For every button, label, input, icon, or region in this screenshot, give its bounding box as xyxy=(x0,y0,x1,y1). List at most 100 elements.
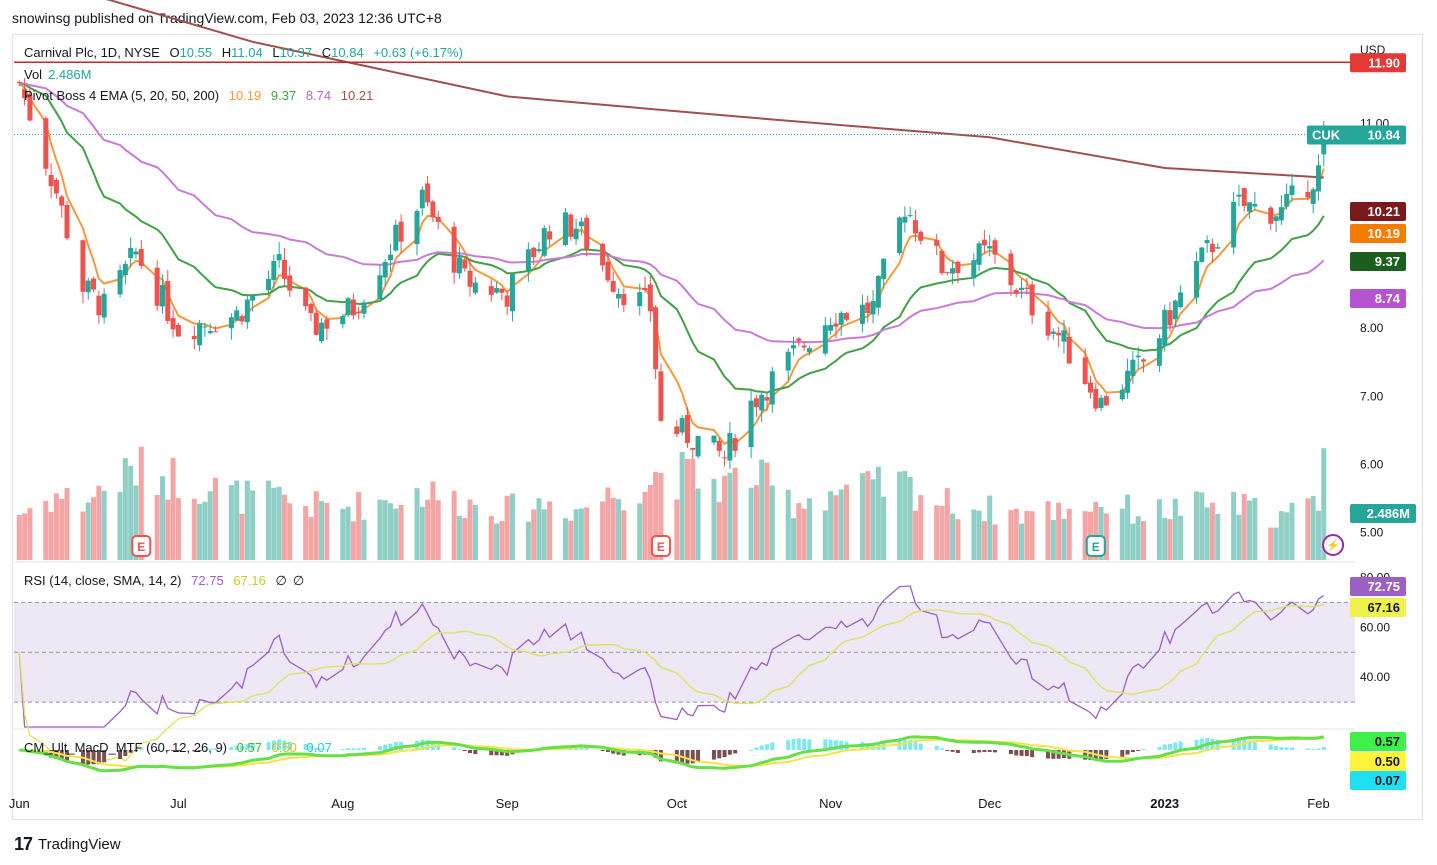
volume-bar-87 xyxy=(658,472,664,560)
macd-hist-49 xyxy=(383,744,388,750)
volume-bar-147 xyxy=(1103,513,1109,560)
macd-hist-94 xyxy=(717,750,722,759)
macd-hist-138 xyxy=(1046,750,1051,759)
macd-hist-106 xyxy=(802,738,807,750)
macd-hist-61 xyxy=(468,750,473,754)
macd2-badge xyxy=(1350,752,1406,771)
candle-body-168 xyxy=(1268,207,1274,224)
candle-body-106 xyxy=(801,345,807,348)
ema50-line xyxy=(19,82,1325,344)
candle-body-38 xyxy=(303,287,309,307)
candle-body-94 xyxy=(716,440,722,451)
volume-bar-11 xyxy=(96,485,102,560)
earnings-marker-0 xyxy=(131,535,152,557)
volume-bar-128 xyxy=(971,509,977,560)
legend-macd-2: 0.50 xyxy=(271,740,297,755)
candle-body-125 xyxy=(944,271,950,273)
macd-hist-163 xyxy=(1231,738,1236,750)
macd-hist-12 xyxy=(102,750,107,763)
resistance-badge-text: 11.90 xyxy=(1368,55,1400,70)
volume-bar-47 xyxy=(361,519,367,560)
legend-symbol-name: Carnival Plc, 1D, NYSE xyxy=(24,45,160,60)
volume-bar-102 xyxy=(769,485,775,560)
volume-bar-100 xyxy=(759,459,765,560)
candle-body-118 xyxy=(897,217,903,254)
macd-hist-55 xyxy=(425,740,430,750)
candle-body-36 xyxy=(281,259,287,279)
candle-body-91 xyxy=(690,447,696,450)
candle-body-60 xyxy=(462,259,468,269)
candle-body-65 xyxy=(499,288,505,293)
volume-bar-91 xyxy=(690,459,696,560)
volume-bar-153 xyxy=(1156,499,1162,560)
volume-bar-171 xyxy=(1284,512,1290,560)
volume-bar-164 xyxy=(1236,514,1242,560)
candle-body-22 xyxy=(175,324,181,337)
volume-bar-85 xyxy=(647,485,653,560)
macd-hist-45 xyxy=(351,748,356,750)
candle-body-52 xyxy=(398,221,404,242)
volume-bar-103 xyxy=(785,489,791,560)
candle-body-34 xyxy=(271,260,277,280)
candle-body-24 xyxy=(197,323,203,346)
macd1-badge-text: 0.57 xyxy=(1375,734,1400,749)
volume-bar-108 xyxy=(822,510,828,560)
macd-hist-169 xyxy=(1274,746,1279,750)
tradingview-footer[interactable]: 17 TradingView xyxy=(14,834,121,855)
volume-bar-124 xyxy=(939,506,945,560)
volume-bar-89 xyxy=(679,452,685,560)
candle-body-171 xyxy=(1284,193,1290,207)
candle-body-88 xyxy=(674,426,680,435)
macd-hist-63 xyxy=(489,750,494,756)
candle-body-15 xyxy=(128,247,134,259)
volume-bar-134 xyxy=(1013,508,1019,560)
candle-body-9 xyxy=(85,280,91,293)
volume-bar-36 xyxy=(281,494,287,560)
macd-hist-175 xyxy=(1316,748,1321,750)
volume-bar-42 xyxy=(324,502,330,560)
macd-hist-35 xyxy=(277,739,282,750)
macd-hist-24 xyxy=(197,750,202,751)
volume-bar-167 xyxy=(1252,497,1258,560)
volume-bar-165 xyxy=(1241,493,1247,560)
macd-hist-99 xyxy=(754,747,759,750)
macd-hist-22 xyxy=(176,750,181,752)
candle-body-39 xyxy=(308,304,314,314)
volume-bar-56 xyxy=(430,481,436,560)
volume-bar-132 xyxy=(992,524,998,560)
macd-hist-103 xyxy=(786,740,791,750)
macd-hist-132 xyxy=(993,750,998,753)
candle-body-84 xyxy=(642,288,648,291)
chart-frame xyxy=(12,34,1423,820)
candle-body-25 xyxy=(202,326,208,328)
volume-bar-31 xyxy=(244,480,250,560)
candle-body-30 xyxy=(239,316,245,322)
candle-body-23 xyxy=(191,335,197,340)
macd-hist-108 xyxy=(823,739,828,750)
candle-body-112 xyxy=(844,313,850,320)
rsi-sma-line xyxy=(18,603,1324,764)
macd-hist-152 xyxy=(1141,748,1146,750)
volume-bar-106 xyxy=(801,508,807,560)
candle-body-98 xyxy=(748,400,754,448)
volume-bar-150 xyxy=(1130,523,1136,560)
macd-hist-131 xyxy=(987,750,992,752)
candle-body-56 xyxy=(430,201,436,218)
volume-bar-113 xyxy=(859,473,865,560)
candle-body-170 xyxy=(1278,207,1284,221)
event-marker-label: ⚡ xyxy=(1326,539,1340,552)
macd-hist-122 xyxy=(918,743,923,750)
candle-body-76 xyxy=(578,221,584,227)
candle-body-43 xyxy=(340,316,346,325)
candle-body-11 xyxy=(96,295,102,316)
volume-bar-105 xyxy=(796,503,802,560)
rsi-tick-2: 40.00 xyxy=(1360,670,1390,684)
candle-body-146 xyxy=(1098,397,1104,408)
candle-body-86 xyxy=(653,307,659,370)
macd-hist-98 xyxy=(749,749,754,751)
volume-bar-143 xyxy=(1082,511,1088,560)
macd-hist-174 xyxy=(1311,749,1316,751)
macd-hist-29 xyxy=(234,745,239,750)
x-tick-1: Jul xyxy=(170,796,187,811)
